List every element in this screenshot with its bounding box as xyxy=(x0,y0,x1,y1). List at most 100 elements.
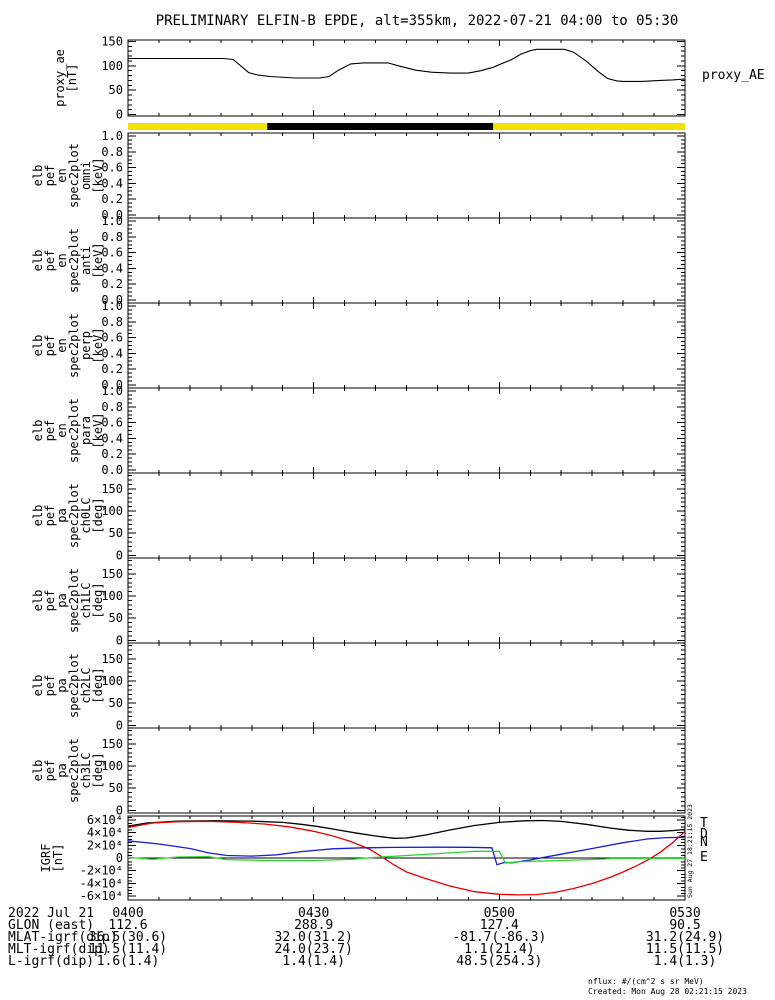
y-tick-label: 0 xyxy=(116,851,123,865)
panel-proxy-ae: 0 50 100 150 proxy_ae[nT] xyxy=(53,34,686,122)
panel-ylabel: spec2plot xyxy=(67,143,81,208)
panel-ylabel: omni xyxy=(79,161,93,190)
panel-ylabel: elb xyxy=(31,250,45,272)
panel-ylabel: pef xyxy=(43,675,57,697)
footer-units-note: nflux: #/(cm^2 s sr MeV) xyxy=(588,977,704,986)
annotation-value: 0430 xyxy=(298,906,329,921)
y-tick-label: 0.0 xyxy=(101,293,123,307)
panel-ylabel: spec2plot xyxy=(67,313,81,378)
y-tick-label: 50 xyxy=(109,611,123,625)
panel-ylabel: [deg] xyxy=(91,497,105,533)
panel-ylabel: ch0LC xyxy=(79,497,93,533)
panel-ylabel: pef xyxy=(43,335,57,357)
igrf-d-curve xyxy=(127,820,686,896)
y-tick-label: 0.4 xyxy=(101,431,123,445)
row-label-date: 2022 Jul 21 xyxy=(8,906,94,921)
y-tick-label: 0.0 xyxy=(101,463,123,477)
panel-ylabel: [keV] xyxy=(91,327,105,363)
annotation-value: 1.6(1.4) xyxy=(97,954,160,969)
bottom-annotations: 0400 0430 0500 0530 112.6 288.9 127.4 90.5 36.5(… xyxy=(89,906,724,969)
y-tick-label: 150 xyxy=(101,567,123,581)
y-tick-label: 0.6 xyxy=(101,161,123,175)
y-tick-label: 1.0 xyxy=(101,384,123,398)
panel-ylabel: [deg] xyxy=(91,752,105,788)
y-tick-label: 0.8 xyxy=(101,230,123,244)
panel-ylabel: pa xyxy=(55,593,69,607)
panel-ylabel: pa xyxy=(55,508,69,522)
panel-en-para: 0.0 0.2 0.40.6 0.8 1.0 elbpefenspec2plotpara[… xyxy=(31,384,686,477)
panel-ylabel: perp xyxy=(79,331,93,360)
panel-frame xyxy=(127,557,686,644)
annotation-value: -81.7(-86.3) xyxy=(452,930,546,945)
annotation-value: 0530 xyxy=(669,906,700,921)
panel-ylabel: pef xyxy=(43,250,57,272)
annotation-value: 288.9 xyxy=(294,918,333,933)
y-tick-label: 50 xyxy=(109,526,123,540)
annotation-value: 32.0(31.2) xyxy=(275,930,353,945)
y-tick-label: 100 xyxy=(101,59,123,73)
panel-ylabel: pef xyxy=(43,760,57,782)
y-tick-label: 0.6 xyxy=(101,416,123,430)
panel-ylabel: spec2plot xyxy=(67,483,81,548)
y-tick-label: 0.2 xyxy=(101,277,123,291)
annotation-value: 1.1(21.4) xyxy=(464,942,534,957)
panel-ylabel: anti xyxy=(79,246,93,275)
panel-ylabel: [nT] xyxy=(51,844,65,873)
annotation-value: 0400 xyxy=(112,906,143,921)
y-tick-label: 1.0 xyxy=(101,214,123,228)
panel-ylabel: pef xyxy=(43,420,57,442)
y-tick-label: 0.4 xyxy=(101,176,123,190)
y-tick-label: 150 xyxy=(101,737,123,751)
y-tick-label: 150 xyxy=(101,652,123,666)
panel-ylabel: en xyxy=(55,168,69,182)
y-tick-label: -6×10⁴ xyxy=(80,889,123,903)
annotation-value: 112.6 xyxy=(108,918,147,933)
flag-bar-segment-black xyxy=(267,123,494,130)
annotation-value: 11.5(11.4) xyxy=(89,942,167,957)
legend-e: E xyxy=(700,850,708,865)
y-tick-label: 1.0 xyxy=(101,299,123,313)
panel-ylabel: spec2plot xyxy=(67,568,81,633)
annotation-value: 127.4 xyxy=(480,918,519,933)
panel-ylabel: elb xyxy=(31,165,45,187)
panel-frame xyxy=(127,302,686,389)
y-tick-label: 100 xyxy=(101,504,123,518)
panel-ylabel: IGRF xyxy=(39,844,53,873)
panel-ylabel: elb xyxy=(31,590,45,612)
y-tick-label: 0.0 xyxy=(101,378,123,392)
panel-ylabel: pa xyxy=(55,763,69,777)
row-label-glon: GLON (east) xyxy=(8,918,94,933)
panel-ylabel: spec2plot xyxy=(67,653,81,718)
y-tick-label: 6×10⁴ xyxy=(87,813,123,827)
y-tick-label: 0 xyxy=(116,108,123,122)
panel-ylabel: para xyxy=(79,416,93,445)
igrf-t-curve xyxy=(127,819,686,839)
y-tick-label: 150 xyxy=(101,482,123,496)
panel-ylabel: [keV] xyxy=(91,412,105,448)
legend-d: D xyxy=(700,827,708,842)
annotation-value: 36.5(30.6) xyxy=(89,930,167,945)
panel-ylabel: pef xyxy=(43,165,57,187)
y-tick-label: 0.2 xyxy=(101,192,123,206)
y-tick-label: 0.6 xyxy=(101,331,123,345)
row-label-mlt: MLT-igrf(dip) xyxy=(8,942,110,957)
plot-title: PRELIMINARY ELFIN-B EPDE, alt=355km, 202… xyxy=(156,13,679,29)
y-tick-label: 0.8 xyxy=(101,400,123,414)
flag-bar-segment-yellow xyxy=(493,123,685,130)
panel-frame xyxy=(127,472,686,559)
panel-ylabel: spec2plot xyxy=(67,228,81,293)
y-tick-label: 1.0 xyxy=(101,129,123,143)
panel-ylabel: ch3LC xyxy=(79,752,93,788)
panel-ylabel: elb xyxy=(31,420,45,442)
legend-t: T xyxy=(700,816,708,831)
panel-ylabel: [keV] xyxy=(91,242,105,278)
y-tick-label: 2×10⁴ xyxy=(87,838,123,852)
flag-bar xyxy=(128,123,685,130)
panel-frame xyxy=(127,132,686,219)
annotation-value: 24.0(23.7) xyxy=(275,942,353,957)
